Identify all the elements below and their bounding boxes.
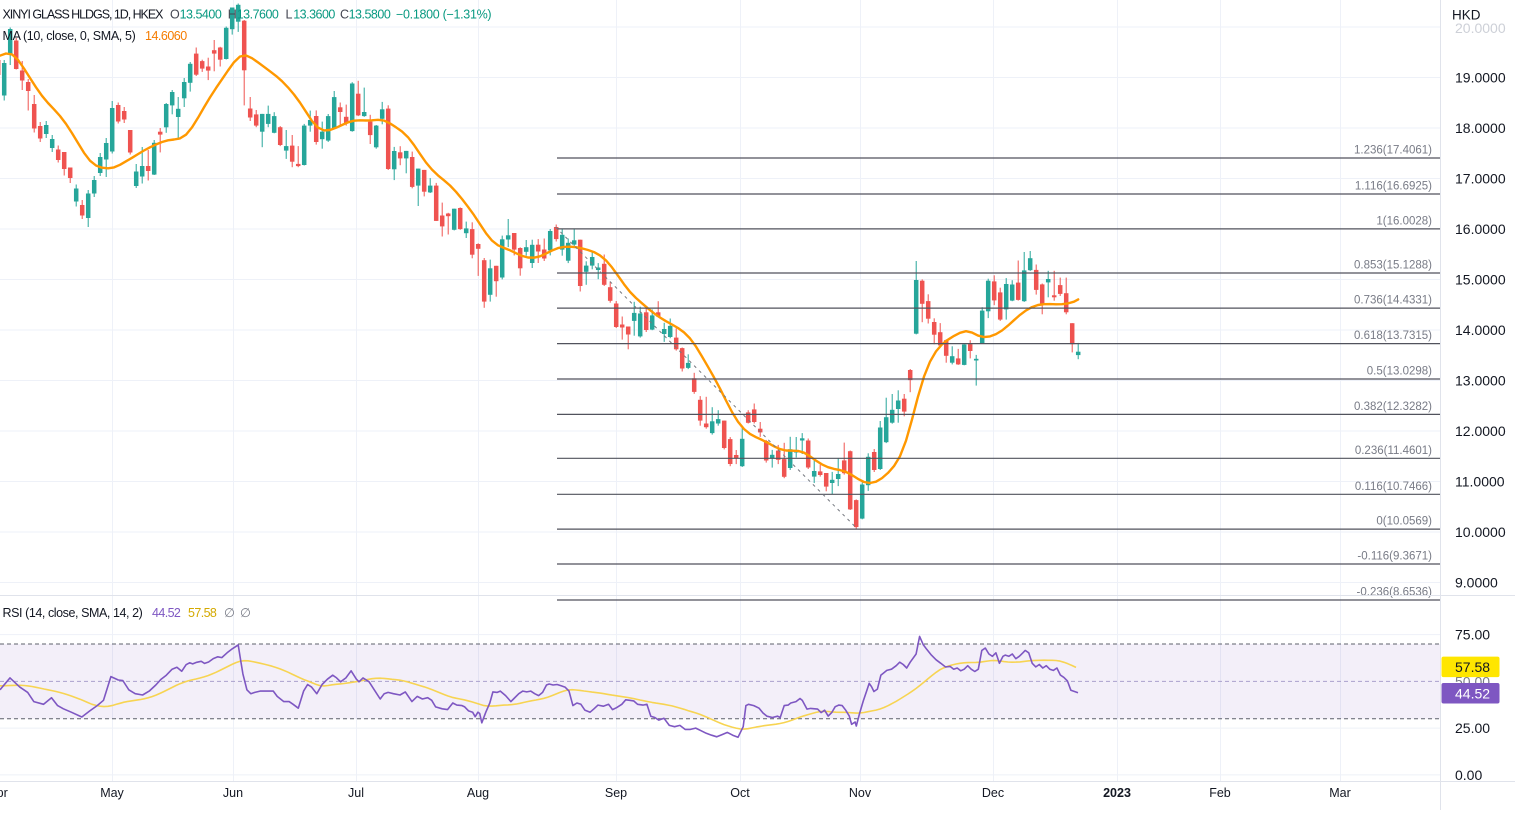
svg-text:0.5(13.0298): 0.5(13.0298) (1367, 366, 1432, 378)
svg-text:Jun: Jun (223, 786, 243, 800)
svg-text:0.853(15.1288): 0.853(15.1288) (1354, 260, 1432, 272)
svg-text:RSI (14, close, SMA, 14, 2): RSI (14, close, SMA, 14, 2) (3, 606, 143, 620)
svg-text:13.5400: 13.5400 (180, 8, 222, 22)
svg-text:15.0000: 15.0000 (1455, 272, 1506, 288)
svg-text:57.58: 57.58 (188, 606, 217, 620)
svg-text:75.00: 75.00 (1455, 627, 1490, 643)
svg-text:2023: 2023 (1103, 786, 1131, 800)
svg-text:Dec: Dec (982, 786, 1004, 800)
svg-text:14.6060: 14.6060 (145, 29, 187, 43)
svg-text:12.0000: 12.0000 (1455, 423, 1506, 439)
svg-text:-0.116(9.3671): -0.116(9.3671) (1357, 551, 1432, 563)
svg-text:1.236(17.4061): 1.236(17.4061) (1354, 145, 1432, 157)
svg-text:14.0000: 14.0000 (1455, 322, 1506, 338)
svg-text:0.382(12.3282): 0.382(12.3282) (1354, 401, 1432, 413)
svg-text:9.0000: 9.0000 (1455, 575, 1498, 591)
svg-text:Apr: Apr (0, 786, 8, 800)
svg-text:17.0000: 17.0000 (1455, 171, 1506, 187)
svg-text:0.736(14.4331): 0.736(14.4331) (1354, 295, 1432, 307)
svg-text:Feb: Feb (1209, 786, 1231, 800)
svg-text:25.00: 25.00 (1455, 720, 1490, 736)
svg-text:Jul: Jul (348, 786, 364, 800)
svg-text:-0.236(8.6536): -0.236(8.6536) (1357, 587, 1433, 599)
svg-text:44.52: 44.52 (152, 606, 181, 620)
svg-text:XINYI GLASS HLDGS, 1D, HKEX: XINYI GLASS HLDGS, 1D, HKEX (3, 8, 165, 22)
svg-text:0.00: 0.00 (1455, 767, 1482, 783)
svg-text:∅: ∅ (224, 606, 235, 620)
svg-text:18.0000: 18.0000 (1455, 120, 1506, 136)
svg-text:Sep: Sep (605, 786, 627, 800)
svg-text:O: O (170, 8, 180, 22)
svg-text:16.0000: 16.0000 (1455, 221, 1506, 237)
svg-text:57.58: 57.58 (1455, 659, 1490, 675)
svg-text:0.236(11.4601): 0.236(11.4601) (1355, 445, 1432, 457)
svg-text:0(10.0569): 0(10.0569) (1376, 516, 1432, 528)
svg-text:20.0000: 20.0000 (1455, 20, 1506, 36)
svg-text:13.7600: 13.7600 (237, 8, 279, 22)
svg-text:11.0000: 11.0000 (1455, 474, 1505, 490)
svg-text:1(16.0028): 1(16.0028) (1376, 215, 1432, 227)
svg-text:0.618(13.7315): 0.618(13.7315) (1354, 330, 1432, 342)
svg-text:44.52: 44.52 (1455, 686, 1490, 702)
svg-text:MA (10, close, 0, SMA, 5): MA (10, close, 0, SMA, 5) (3, 29, 136, 43)
svg-text:13.0000: 13.0000 (1455, 373, 1506, 389)
svg-text:Mar: Mar (1329, 786, 1351, 800)
svg-text:1.116(16.6925): 1.116(16.6925) (1355, 181, 1432, 193)
svg-text:−0.1800 (−1.31%): −0.1800 (−1.31%) (396, 8, 491, 22)
svg-text:10.0000: 10.0000 (1455, 524, 1506, 540)
svg-text:May: May (100, 786, 124, 800)
svg-text:Nov: Nov (849, 786, 872, 800)
svg-text:19.0000: 19.0000 (1455, 70, 1506, 86)
svg-text:∅: ∅ (240, 606, 251, 620)
svg-text:13.5800: 13.5800 (349, 8, 391, 22)
svg-text:Aug: Aug (467, 786, 489, 800)
svg-text:0.116(10.7466): 0.116(10.7466) (1355, 481, 1432, 493)
svg-text:Oct: Oct (730, 786, 750, 800)
svg-text:13.3600: 13.3600 (293, 8, 335, 22)
svg-text:L: L (286, 8, 293, 22)
svg-text:H: H (228, 8, 237, 22)
